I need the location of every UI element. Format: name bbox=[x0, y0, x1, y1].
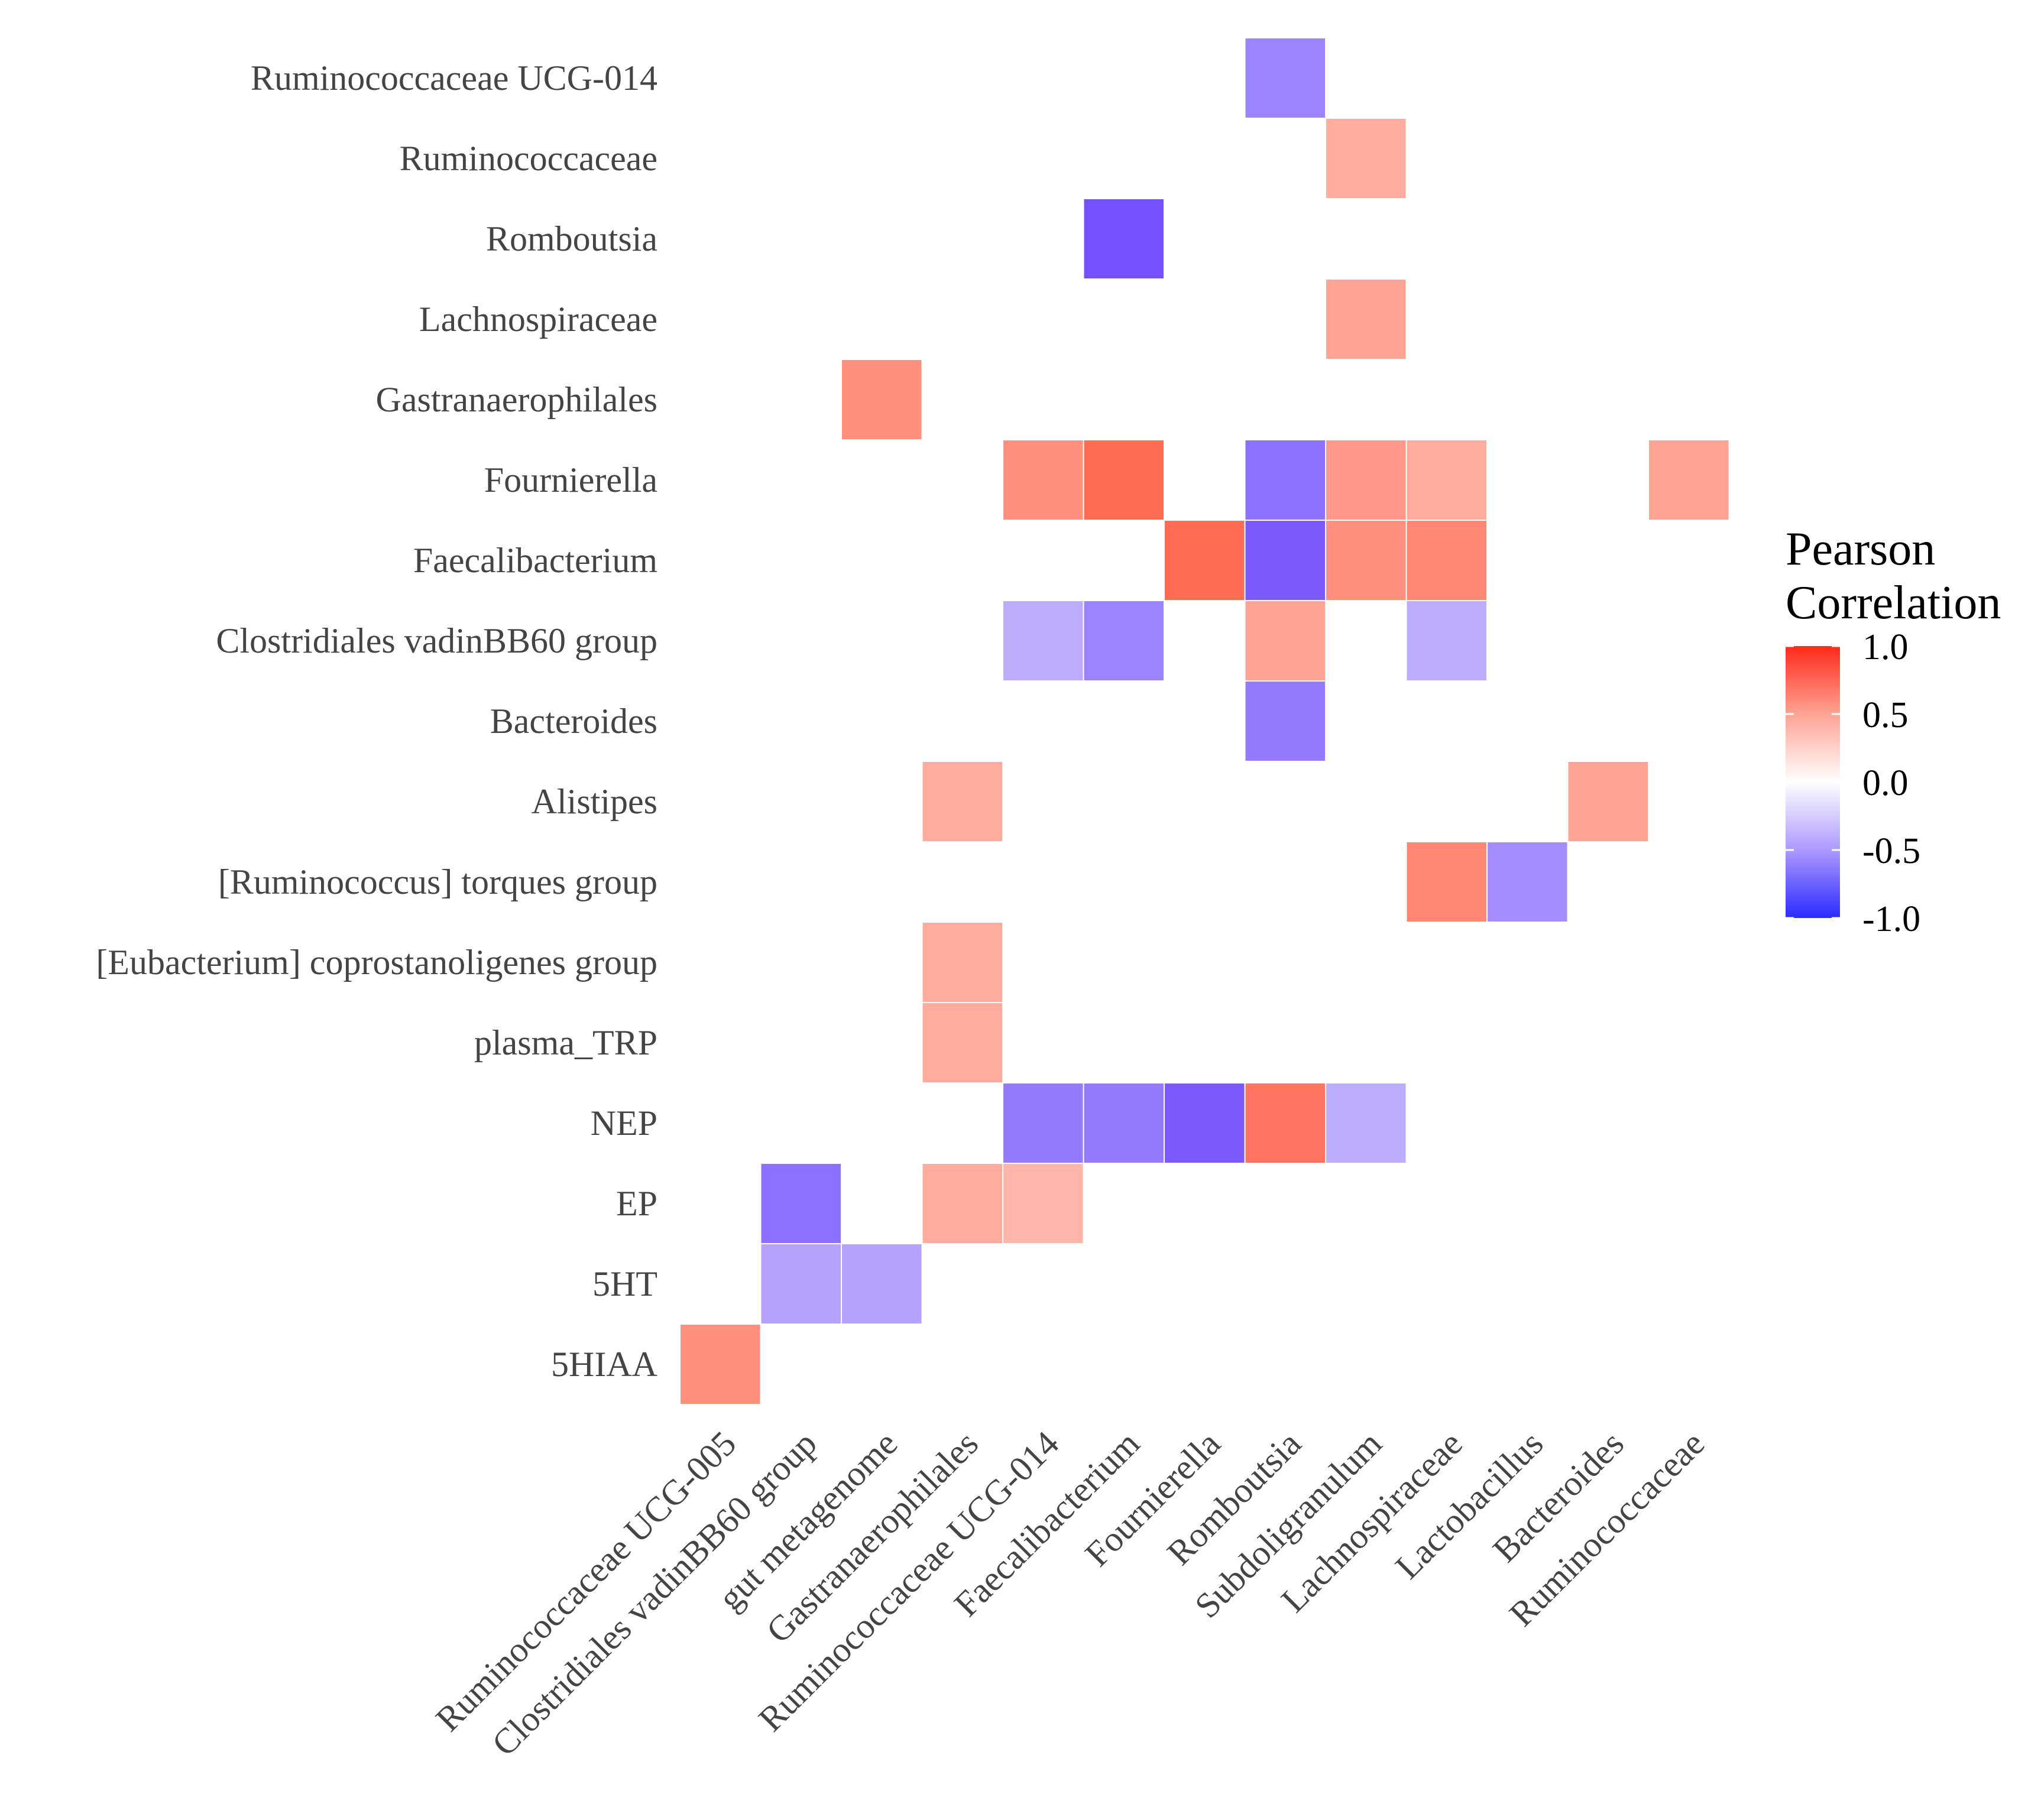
heatmap-cell-ep-x-clostridiales-vadinbb60-group bbox=[760, 1163, 842, 1244]
heatmap-cell-eubacterium-coprostanoligenes-group-x-gastranaerophilales bbox=[921, 922, 1003, 1003]
y-tick-label-clostridiales-vadinbb60-group: Clostridiales vadinBB60 group bbox=[216, 621, 657, 660]
heatmap-cell-fournierella-x-romboutsia bbox=[1244, 439, 1326, 521]
heatmap-cell-nep-x-romboutsia bbox=[1244, 1082, 1326, 1164]
heatmap-cell-ruminococcus-torques-group-x-lactobacillus bbox=[1486, 841, 1569, 923]
legend-tick-label: -1.0 bbox=[1862, 899, 1920, 939]
heatmap-cell-alistipes-x-bacteroides bbox=[1567, 761, 1649, 842]
heatmap-cell-faecalibacterium-x-romboutsia bbox=[1244, 520, 1326, 601]
heatmap-cells bbox=[679, 37, 1730, 1405]
heatmap-cell-nep-x-ruminococcaceae-ucg-014 bbox=[1002, 1082, 1084, 1164]
heatmap-cell-5hiaa-x-ruminococcaceae-ucg-005 bbox=[679, 1323, 762, 1405]
heatmap-cell-romboutsia-x-faecalibacterium bbox=[1083, 198, 1165, 280]
heatmap-cell-ep-x-gastranaerophilales bbox=[921, 1163, 1003, 1244]
y-tick-label-ruminococcaceae-ucg-014: Ruminococcaceae UCG-014 bbox=[251, 59, 657, 98]
y-tick-label-alistipes: Alistipes bbox=[532, 782, 657, 821]
heatmap-cell-nep-x-fournierella bbox=[1164, 1082, 1246, 1164]
heatmap-cell-fournierella-x-subdoligranulum bbox=[1325, 439, 1407, 521]
y-tick-label-plasma-trp: plasma_TRP bbox=[474, 1023, 657, 1062]
heatmap-cell-plasma-trp-x-gastranaerophilales bbox=[921, 1002, 1003, 1083]
legend-tick-label: 1.0 bbox=[1862, 627, 1909, 667]
heatmap-cell-5ht-x-gut-metagenome bbox=[841, 1243, 923, 1325]
heatmap-cell-fournierella-x-ruminococcaceae bbox=[1648, 439, 1730, 521]
y-tick-label-fournierella: Fournierella bbox=[484, 460, 657, 499]
heatmap-cell-bacteroides-x-romboutsia bbox=[1244, 680, 1326, 762]
legend: Pearson Correlation 1.0 0.5 0.0 -0.5 -1.0 bbox=[1786, 523, 2001, 939]
heatmap-cell-alistipes-x-gastranaerophilales bbox=[921, 761, 1003, 842]
heatmap-cell-faecalibacterium-x-subdoligranulum bbox=[1325, 520, 1407, 601]
legend-tick-label: 0.0 bbox=[1862, 763, 1909, 803]
y-tick-label-ep: EP bbox=[616, 1184, 657, 1223]
legend-title-line-2: Correlation bbox=[1786, 577, 2001, 629]
heatmap-cell-nep-x-subdoligranulum bbox=[1325, 1082, 1407, 1164]
heatmap-cell-fournierella-x-lachnospiraceae bbox=[1405, 439, 1488, 521]
y-tick-label-lachnospiraceae: Lachnospiraceae bbox=[419, 300, 657, 339]
heatmap-cell-faecalibacterium-x-fournierella bbox=[1164, 520, 1246, 601]
heatmap-cell-clostridiales-vadinbb60-group-x-lachnospiraceae bbox=[1405, 600, 1488, 682]
y-tick-label-5ht: 5HT bbox=[592, 1264, 657, 1303]
heatmap-cell-lachnospiraceae-x-subdoligranulum bbox=[1325, 278, 1407, 360]
heatmap-cell-gastranaerophilales-x-gut-metagenome bbox=[841, 359, 923, 440]
legend-ticks: 1.0 0.5 0.0 -0.5 -1.0 bbox=[1786, 627, 1920, 939]
heatmap-cell-nep-x-faecalibacterium bbox=[1083, 1082, 1165, 1164]
heatmap-cell-ruminococcus-torques-group-x-lachnospiraceae bbox=[1405, 841, 1488, 923]
heatmap-cell-clostridiales-vadinbb60-group-x-romboutsia bbox=[1244, 600, 1326, 682]
heatmap-cell-5ht-x-clostridiales-vadinbb60-group bbox=[760, 1243, 842, 1325]
heatmap-cell-clostridiales-vadinbb60-group-x-faecalibacterium bbox=[1083, 600, 1165, 682]
y-tick-label-ruminococcus-torques-group: [Ruminococcus] torques group bbox=[218, 862, 657, 901]
legend-tick-label: -0.5 bbox=[1862, 831, 1920, 871]
legend-title-line-1: Pearson bbox=[1786, 523, 1935, 575]
y-tick-label-ruminococcaceae: Ruminococcaceae bbox=[400, 139, 657, 178]
heatmap-cell-fournierella-x-faecalibacterium bbox=[1083, 439, 1165, 521]
y-tick-label-faecalibacterium: Faecalibacterium bbox=[413, 541, 657, 580]
heatmap-cell-clostridiales-vadinbb60-group-x-ruminococcaceae-ucg-014 bbox=[1002, 600, 1084, 682]
heatmap-cell-faecalibacterium-x-lachnospiraceae bbox=[1405, 520, 1488, 601]
y-tick-label-eubacterium-coprostanoligenes-group: [Eubacterium] coprostanoligenes group bbox=[96, 943, 657, 982]
y-tick-label-bacteroides: Bacteroides bbox=[490, 702, 657, 741]
y-tick-label-nep: NEP bbox=[591, 1104, 657, 1143]
y-tick-label-gastranaerophilales: Gastranaerophilales bbox=[376, 380, 657, 419]
heatmap-cell-ep-x-ruminococcaceae-ucg-014 bbox=[1002, 1163, 1084, 1244]
heatmap-cell-fournierella-x-ruminococcaceae-ucg-014 bbox=[1002, 439, 1084, 521]
legend-tick-label: 0.5 bbox=[1862, 695, 1909, 735]
heatmap-cell-ruminococcaceae-x-subdoligranulum bbox=[1325, 118, 1407, 199]
legend-colorbar bbox=[1786, 646, 1840, 918]
y-axis-labels: Ruminococcaceae UCG-014 Ruminococcaceae Ro… bbox=[96, 59, 657, 1384]
y-tick-label-5hiaa: 5HIAA bbox=[551, 1345, 657, 1384]
heatmap-cell-ruminococcaceae-ucg-014-x-romboutsia bbox=[1244, 37, 1326, 119]
y-tick-label-romboutsia: Romboutsia bbox=[486, 219, 657, 258]
